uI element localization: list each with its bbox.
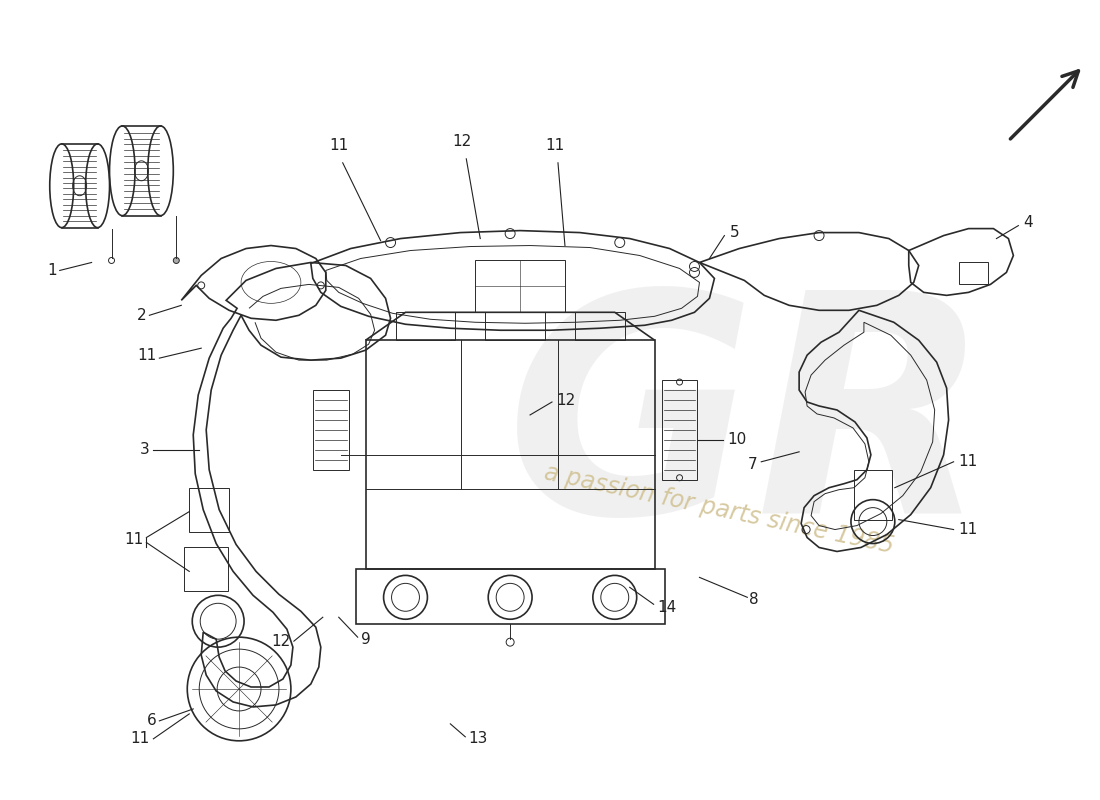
Bar	[661, 380, 697, 480]
Text: 1: 1	[47, 263, 57, 278]
Bar	[485, 312, 544, 340]
Circle shape	[174, 258, 179, 263]
Bar	[958, 262, 989, 285]
Text: 8: 8	[749, 592, 759, 607]
Text: 7: 7	[748, 458, 757, 472]
Bar	[575, 312, 625, 340]
Text: 11: 11	[329, 138, 349, 153]
Text: 12: 12	[453, 134, 472, 149]
Text: 12: 12	[272, 634, 290, 649]
Bar	[475, 261, 565, 312]
Text: 3: 3	[140, 442, 150, 458]
Bar	[854, 470, 892, 519]
Text: a passion for parts since 1985: a passion for parts since 1985	[542, 461, 896, 558]
Text: 12: 12	[556, 393, 575, 407]
Text: 14: 14	[658, 600, 676, 614]
Text: GR: GR	[506, 282, 992, 578]
Text: 11: 11	[958, 454, 978, 470]
Bar	[396, 312, 455, 340]
Bar	[189, 488, 229, 531]
Text: 11: 11	[130, 731, 150, 746]
Text: 11: 11	[124, 532, 143, 547]
Text: 6: 6	[146, 714, 156, 728]
Text: 13: 13	[469, 731, 487, 746]
Bar	[312, 390, 349, 470]
Text: 11: 11	[138, 348, 156, 362]
Text: 9: 9	[361, 632, 371, 646]
Text: 11: 11	[958, 522, 978, 537]
Text: 11: 11	[546, 138, 564, 153]
Text: 5: 5	[729, 225, 739, 240]
Text: 2: 2	[136, 308, 146, 322]
Bar	[365, 340, 654, 570]
Bar	[185, 547, 228, 591]
Text: 4: 4	[1023, 215, 1033, 230]
Text: 10: 10	[727, 432, 747, 447]
